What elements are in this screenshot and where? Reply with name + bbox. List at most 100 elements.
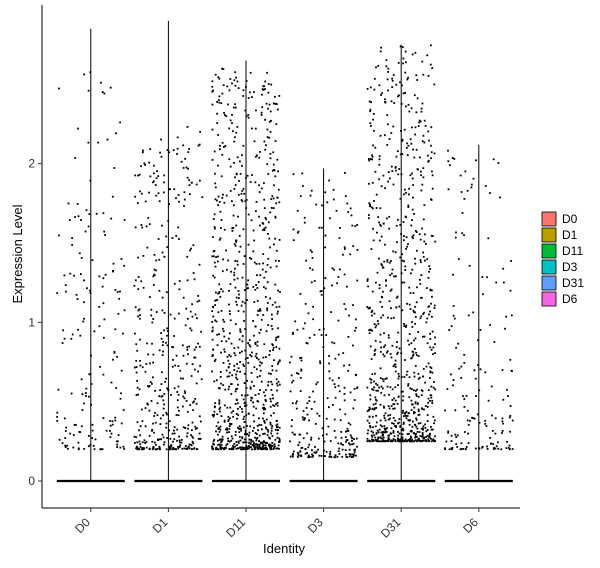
point: [192, 436, 194, 439]
point: [231, 114, 233, 116]
point: [219, 148, 221, 151]
point: [252, 229, 255, 232]
point: [484, 185, 487, 187]
point: [423, 204, 426, 206]
point: [230, 270, 232, 273]
point: [450, 325, 453, 328]
point: [484, 419, 487, 422]
point: [368, 406, 371, 409]
point: [136, 202, 139, 204]
point: [343, 393, 346, 395]
point: [244, 395, 247, 397]
point: [221, 447, 224, 449]
point: [320, 293, 323, 296]
point: [404, 92, 406, 94]
point: [424, 427, 427, 429]
point: [507, 447, 510, 449]
point: [171, 365, 174, 368]
point: [431, 67, 434, 69]
point: [233, 271, 236, 274]
point: [244, 431, 247, 434]
point: [343, 364, 345, 367]
point: [452, 305, 455, 307]
point: [223, 228, 226, 231]
point: [259, 389, 261, 391]
point: [267, 372, 270, 375]
point: [163, 329, 165, 332]
point: [379, 134, 382, 137]
point: [211, 414, 214, 416]
point: [366, 440, 369, 443]
point: [273, 405, 276, 407]
point: [276, 432, 279, 435]
point: [424, 423, 426, 426]
point: [424, 259, 426, 262]
point: [421, 227, 423, 230]
point: [251, 351, 253, 354]
point: [448, 448, 451, 451]
point: [333, 430, 336, 432]
point: [368, 100, 371, 103]
point: [229, 417, 231, 420]
point: [395, 426, 397, 428]
point: [391, 388, 394, 391]
point: [179, 441, 181, 444]
point: [319, 362, 322, 365]
point: [397, 351, 399, 354]
point: [240, 199, 243, 201]
point: [143, 447, 145, 450]
point: [123, 448, 126, 450]
point: [374, 402, 377, 405]
point: [387, 180, 389, 183]
point: [404, 50, 407, 53]
point: [420, 297, 422, 299]
point: [393, 102, 396, 104]
point: [256, 376, 259, 378]
point: [259, 309, 262, 312]
point: [243, 448, 246, 450]
point: [370, 381, 372, 384]
point: [64, 437, 67, 439]
point: [410, 388, 413, 391]
point: [253, 140, 256, 143]
point: [157, 192, 160, 195]
point: [133, 284, 136, 287]
point: [258, 215, 260, 218]
point: [325, 417, 328, 420]
point: [315, 450, 318, 453]
point: [369, 377, 372, 380]
point: [266, 434, 269, 436]
point: [414, 439, 417, 442]
point: [161, 296, 164, 299]
point: [278, 439, 281, 441]
point: [256, 448, 259, 450]
point: [109, 420, 111, 422]
point: [172, 447, 175, 449]
point: [390, 272, 393, 275]
point: [467, 442, 470, 444]
point: [390, 165, 393, 168]
point: [177, 447, 180, 450]
point: [278, 305, 281, 308]
point: [292, 450, 295, 453]
point: [66, 447, 69, 450]
point: [368, 307, 371, 310]
point: [255, 155, 257, 158]
point: [152, 361, 154, 364]
point: [159, 423, 162, 425]
point: [169, 448, 171, 451]
point: [246, 299, 248, 301]
point: [223, 348, 226, 351]
point: [233, 274, 236, 277]
point: [340, 431, 343, 433]
point: [152, 284, 155, 286]
point: [238, 436, 241, 438]
point: [429, 289, 432, 292]
point: [271, 195, 274, 198]
point: [413, 94, 416, 97]
point: [273, 447, 275, 449]
point: [479, 329, 482, 331]
point: [415, 231, 418, 233]
point: [421, 60, 424, 63]
point: [387, 316, 389, 319]
